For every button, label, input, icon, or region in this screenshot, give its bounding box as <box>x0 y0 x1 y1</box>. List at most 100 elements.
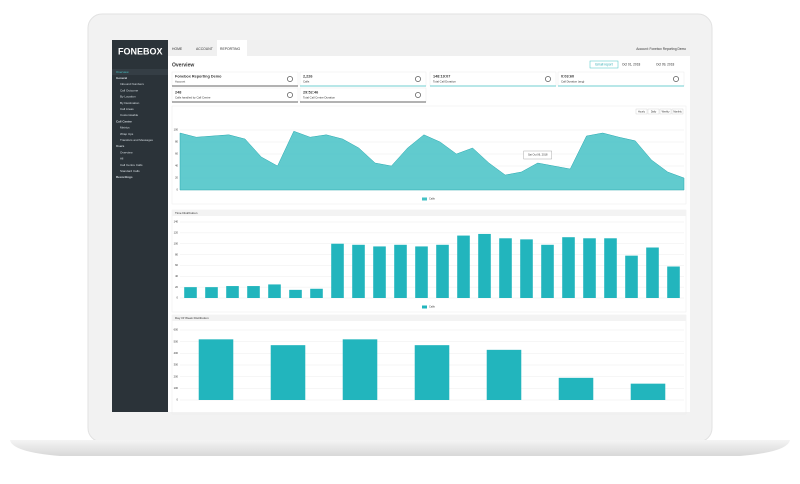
bar <box>205 287 218 298</box>
stat-icon <box>415 76 421 82</box>
y-tick-label: 0 <box>177 398 179 402</box>
sidebar-item[interactable]: Inbound Numbers <box>120 82 144 86</box>
account: Account: Fonebox Reporting Demo <box>636 47 686 51</box>
y-tick-label: 500 <box>174 339 179 343</box>
area <box>179 130 685 191</box>
laptop-base <box>10 440 790 456</box>
bar <box>604 238 617 298</box>
page-title: Overview <box>172 62 194 68</box>
bar <box>562 237 575 298</box>
sidebar <box>112 40 168 412</box>
stat-value: Fonebox Reporting Demo <box>175 75 222 79</box>
range-button[interactable] <box>635 108 648 115</box>
bar <box>667 266 680 298</box>
nav-item[interactable]: ACCOUNT <box>196 47 213 51</box>
stat-icon <box>673 76 679 82</box>
sidebar-item[interactable]: Call Areas <box>120 107 134 111</box>
y-tick-label: 40 <box>175 164 178 168</box>
sidebar-item[interactable]: Call Centre <box>116 119 132 123</box>
sidebar-item[interactable]: By Destination <box>120 101 140 105</box>
bar <box>247 286 260 298</box>
stat-value: 248 <box>175 91 181 95</box>
top-bar <box>168 40 690 56</box>
email-label: Email report <box>595 63 612 67</box>
bar <box>646 247 659 298</box>
nav-item[interactable]: REPORTING <box>220 47 240 51</box>
stat-label: Total Call Centre Duration <box>303 96 335 100</box>
tooltip <box>523 150 552 160</box>
tooltip-text: Sat Oct 06, 2018 <box>528 153 548 157</box>
range-label: Monthly <box>673 110 682 113</box>
sidebar-item[interactable]: Transfers and Messages <box>120 138 153 142</box>
y-tick-label: 120 <box>174 231 179 235</box>
sidebar-item[interactable]: General <box>116 76 127 80</box>
chart-title: Time Distribution <box>175 211 198 215</box>
y-tick-label: 20 <box>175 176 178 180</box>
stat-value: 29:52:46 <box>303 91 318 95</box>
nav-item[interactable]: HOME <box>172 47 183 51</box>
date-from[interactable]: Oct 01, 2018 <box>622 63 640 67</box>
y-tick-label: 60 <box>175 152 178 156</box>
sidebar-item[interactable]: Overview <box>116 70 129 74</box>
y-tick-label: 100 <box>174 241 179 245</box>
sidebar-item[interactable]: All <box>120 157 124 161</box>
stat-icon <box>287 92 293 98</box>
legend-swatch <box>422 305 427 309</box>
stat-label: Calls handled by Call Centre <box>175 96 211 100</box>
stat-value: 0:03:60 <box>561 75 574 79</box>
bar <box>198 339 234 400</box>
sidebar-item[interactable]: Overview <box>120 150 133 154</box>
bar <box>414 345 450 400</box>
stat-label: Calls <box>303 80 310 84</box>
y-tick-label: 300 <box>174 363 179 367</box>
stat-card <box>299 71 427 87</box>
sidebar-item[interactable]: Recordings <box>116 175 133 179</box>
bar <box>268 284 281 298</box>
sidebar-item[interactable]: Standard Calls <box>120 169 140 173</box>
bar <box>373 246 386 298</box>
y-tick-label: 80 <box>175 252 178 256</box>
y-tick-label: 200 <box>174 374 179 378</box>
range-button[interactable] <box>659 108 672 115</box>
bar <box>520 239 533 298</box>
stat-icon <box>287 76 293 82</box>
bar <box>331 243 344 298</box>
stat-icon <box>545 76 551 82</box>
y-tick-label: 100 <box>174 386 179 390</box>
bar <box>342 339 378 400</box>
sidebar-item[interactable]: Customisable <box>120 113 139 117</box>
sidebar-item[interactable]: Metrics <box>120 126 130 130</box>
range-button[interactable] <box>647 108 660 115</box>
bar <box>226 286 239 298</box>
range-label: Daily <box>651 110 657 113</box>
brand: FONEBOX <box>118 46 163 56</box>
sidebar-item[interactable]: Call Outcome <box>120 88 139 92</box>
stat-label: Account <box>175 80 185 84</box>
sidebar-item[interactable]: Call Centre Calls <box>120 163 143 167</box>
bar <box>310 288 323 298</box>
bar <box>457 235 470 298</box>
date-to[interactable]: Oct 09, 2018 <box>656 63 674 67</box>
bar <box>486 349 522 400</box>
bar <box>184 287 197 298</box>
email-button[interactable] <box>589 60 619 69</box>
y-tick-label: 60 <box>175 263 178 267</box>
y-tick-label: 0 <box>177 188 179 192</box>
stat-label: Total Call Duration <box>433 80 456 84</box>
y-tick-label: 80 <box>175 140 178 144</box>
sidebar-item[interactable]: Users <box>116 144 125 148</box>
stat-icon <box>415 92 421 98</box>
legend-label: Calls <box>429 197 435 201</box>
sidebar-item[interactable]: Wrap Ups <box>120 132 134 136</box>
stat-value: 148:19:07 <box>433 75 450 79</box>
sidebar-item[interactable]: By Location <box>120 95 136 99</box>
y-tick-label: 100 <box>174 128 179 132</box>
range-button[interactable] <box>671 108 684 115</box>
bar <box>289 289 302 298</box>
stat-label: Call Duration (avg) <box>561 80 584 84</box>
bar <box>630 383 666 400</box>
stat-value: 2,226 <box>303 75 313 79</box>
y-tick-label: 400 <box>174 351 179 355</box>
